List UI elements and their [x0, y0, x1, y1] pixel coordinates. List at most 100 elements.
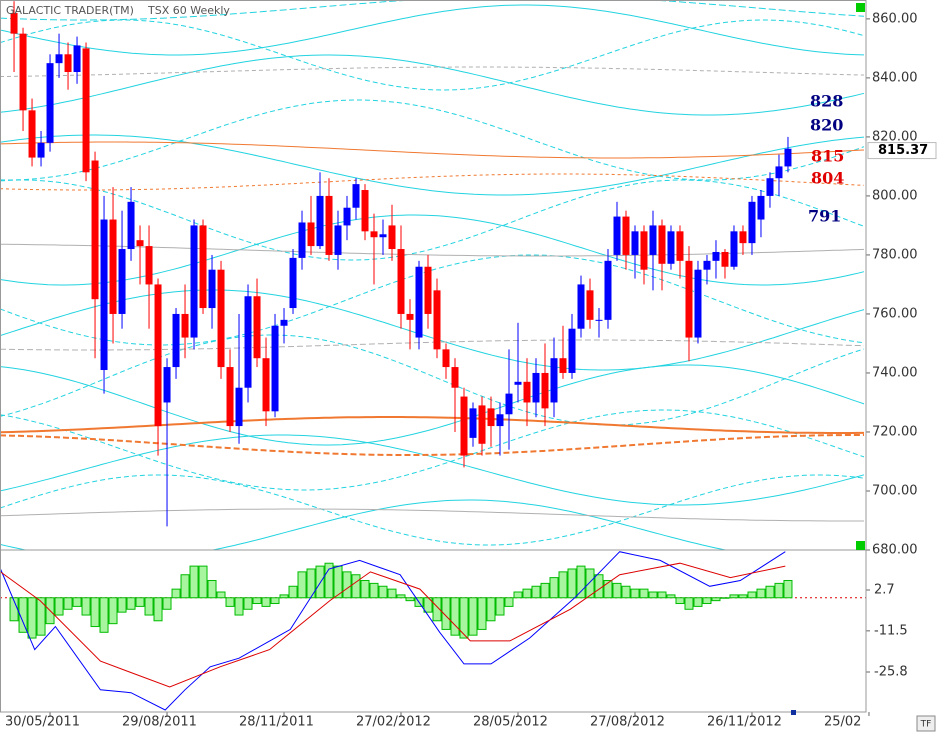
candle-body: [559, 358, 567, 373]
y-tick-label: 700.00: [872, 483, 918, 498]
histogram-bar: [693, 597, 703, 607]
candle-body: [118, 249, 126, 314]
candle-body: [784, 148, 792, 167]
candle-body: [469, 408, 477, 438]
y-tick-label: 820.00: [872, 129, 918, 144]
candle-body: [181, 313, 189, 338]
histogram-bar: [675, 597, 685, 605]
marker-top: [856, 3, 865, 12]
cycle-line: [0, 364, 865, 446]
histogram-bar: [189, 565, 199, 599]
cycle-line: [0, 99, 865, 181]
candle-body: [73, 45, 81, 72]
y-tick-label: 800.00: [872, 188, 918, 203]
candle-body: [379, 234, 387, 238]
last-price: 815.37: [878, 143, 928, 158]
y-tick-label: 740.00: [872, 365, 918, 380]
candle-body: [127, 201, 135, 250]
histogram-bar: [81, 597, 91, 616]
histogram-bar: [297, 571, 307, 599]
candle-body: [37, 142, 45, 158]
histogram-bar: [765, 585, 775, 599]
level-label: 828: [810, 92, 843, 111]
histogram-bar: [621, 585, 631, 599]
candle-body: [757, 195, 765, 220]
cycle-line: [0, 339, 865, 351]
histogram-bar: [720, 597, 730, 599]
cycle-line: [0, 499, 729, 550]
histogram-bar: [63, 597, 73, 610]
level-label: 791: [808, 207, 841, 226]
cycle-line: [0, 434, 865, 506]
candle-body: [595, 319, 603, 321]
cycle-line: [0, 289, 865, 371]
y2-tick-label: 2.7: [874, 582, 895, 597]
candle-body: [226, 367, 234, 427]
level-label: 815: [811, 147, 844, 166]
histogram-bar: [234, 597, 244, 616]
cycle-line: [0, 254, 865, 346]
candle-body: [640, 231, 648, 270]
histogram-bar: [396, 594, 406, 599]
candle-body: [235, 387, 243, 427]
histogram-bar: [756, 588, 766, 599]
y2-tick-label: -25.8: [874, 665, 908, 680]
chart-subtitle: TSX 60 Weekly: [147, 4, 230, 17]
level-label: 804: [811, 169, 844, 188]
histogram-bar: [612, 582, 622, 599]
y2-tick-label: -11.5: [874, 623, 908, 638]
candle-body: [622, 216, 630, 255]
candle-body: [370, 231, 378, 238]
histogram-bar: [657, 591, 667, 599]
candle-body: [100, 219, 108, 371]
candle-body: [172, 313, 180, 368]
candle-body: [523, 381, 531, 403]
marker-bottom: [856, 541, 865, 550]
histogram-bar: [684, 597, 694, 610]
histogram-bar: [126, 597, 136, 610]
histogram-bar: [495, 597, 505, 616]
candle-body: [19, 33, 27, 111]
candle-body: [613, 216, 621, 255]
candle-body: [325, 195, 333, 255]
histogram-bar: [738, 594, 748, 599]
histogram-bar: [594, 574, 604, 599]
x-tick-label: 25/02: [824, 715, 861, 730]
x-tick-label: 27/08/2012: [590, 715, 665, 730]
histogram-bar: [342, 571, 352, 599]
candle-body: [289, 257, 297, 309]
cycle-line: [0, 179, 865, 261]
cycle-line: [0, 409, 865, 491]
histogram-bar: [387, 588, 397, 599]
cycle-line: [0, 434, 864, 456]
cycle-line: [0, 19, 865, 91]
histogram-bar: [279, 594, 289, 599]
candle-body: [307, 222, 315, 247]
candle-body: [478, 405, 486, 444]
candle-body: [352, 184, 360, 208]
candle-body: [631, 231, 639, 255]
candle-body: [64, 54, 72, 72]
histogram-bar: [558, 571, 568, 599]
histogram-bar: [117, 597, 127, 613]
histogram-bar: [711, 597, 721, 602]
histogram-bar: [549, 577, 559, 599]
indicator-line: [0, 551, 786, 711]
candle-body: [721, 251, 729, 267]
histogram-bar: [513, 591, 523, 599]
histogram-bar: [459, 597, 469, 639]
candle-body: [496, 414, 504, 427]
y-tick-label: 720.00: [872, 424, 918, 439]
tf-button[interactable]: [916, 715, 936, 732]
histogram-bar: [603, 580, 613, 599]
y-tick-label: 860.00: [872, 11, 918, 26]
tf-icon: TF: [920, 720, 932, 730]
candle-body: [712, 251, 720, 261]
histogram-bar: [315, 565, 325, 599]
x-tick-label: 26/11/2012: [707, 715, 782, 730]
histogram-bar: [783, 580, 793, 599]
candle-body: [91, 160, 99, 300]
histogram-bar: [702, 597, 712, 605]
candle-body: [163, 367, 171, 403]
